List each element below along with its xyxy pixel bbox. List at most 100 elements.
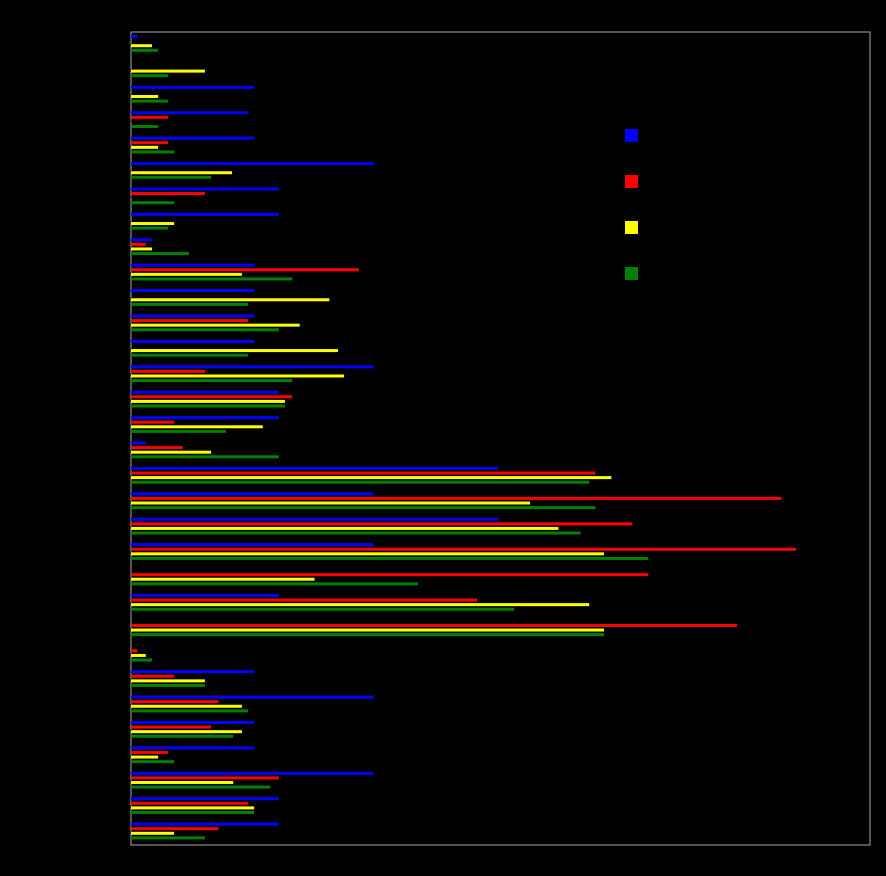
bar bbox=[131, 501, 531, 505]
bar bbox=[131, 695, 374, 699]
plot-frame bbox=[130, 31, 871, 846]
bar bbox=[131, 700, 219, 704]
bar bbox=[131, 552, 604, 556]
bar bbox=[131, 162, 374, 166]
bar bbox=[131, 277, 293, 281]
bar bbox=[131, 577, 315, 581]
bar bbox=[131, 319, 249, 323]
bar bbox=[131, 111, 249, 115]
bar bbox=[131, 369, 205, 373]
bar bbox=[131, 201, 175, 205]
bar bbox=[131, 704, 242, 708]
bar bbox=[131, 192, 205, 196]
bar bbox=[131, 531, 581, 535]
bar bbox=[131, 771, 374, 775]
bar bbox=[131, 150, 175, 154]
bar bbox=[131, 806, 255, 810]
bar bbox=[131, 323, 300, 327]
bar bbox=[131, 242, 146, 246]
legend-swatch bbox=[625, 267, 638, 280]
bar bbox=[131, 720, 255, 724]
bar bbox=[131, 785, 271, 789]
legend-swatch bbox=[625, 129, 638, 142]
bar bbox=[131, 822, 279, 826]
bar bbox=[131, 573, 649, 577]
bar bbox=[131, 175, 212, 179]
bar bbox=[131, 328, 279, 332]
bar bbox=[131, 395, 293, 399]
bar bbox=[131, 649, 138, 653]
bar bbox=[131, 399, 285, 403]
legend-swatch bbox=[625, 221, 638, 234]
bar bbox=[131, 289, 255, 293]
bar bbox=[131, 446, 183, 450]
bar bbox=[131, 222, 175, 226]
bar bbox=[131, 353, 249, 357]
bar bbox=[131, 683, 205, 687]
bar bbox=[131, 339, 255, 343]
bar bbox=[131, 404, 285, 408]
bar bbox=[131, 517, 499, 521]
bar bbox=[131, 522, 633, 526]
bar bbox=[131, 365, 374, 369]
bar bbox=[131, 99, 168, 103]
bar bbox=[131, 709, 249, 713]
bar bbox=[131, 238, 152, 242]
bar bbox=[131, 420, 175, 424]
bar bbox=[131, 734, 234, 738]
bar bbox=[131, 390, 279, 394]
bar bbox=[131, 247, 152, 251]
bar bbox=[131, 379, 293, 383]
bar bbox=[131, 674, 175, 678]
bar bbox=[131, 69, 205, 73]
bar bbox=[131, 441, 146, 445]
bar bbox=[131, 593, 279, 597]
bar bbox=[131, 760, 175, 764]
bar bbox=[131, 836, 205, 840]
bar bbox=[131, 252, 189, 256]
bar bbox=[131, 35, 138, 38]
bar bbox=[131, 95, 159, 99]
bar bbox=[131, 268, 359, 272]
bar bbox=[131, 314, 255, 318]
y-tick bbox=[129, 117, 133, 125]
bar bbox=[131, 429, 226, 433]
bar bbox=[131, 827, 219, 831]
bar bbox=[131, 670, 255, 674]
bar bbox=[131, 582, 418, 586]
bar bbox=[131, 48, 159, 52]
bar bbox=[131, 136, 255, 140]
bar bbox=[131, 776, 279, 780]
bar bbox=[131, 746, 255, 750]
bar bbox=[131, 212, 279, 216]
bar bbox=[131, 44, 152, 48]
bar bbox=[131, 810, 255, 814]
bar bbox=[131, 145, 159, 149]
bar bbox=[131, 298, 330, 302]
bar bbox=[131, 658, 152, 662]
bar bbox=[131, 679, 205, 683]
bar bbox=[131, 302, 249, 306]
bar bbox=[131, 653, 146, 657]
bar bbox=[131, 543, 374, 547]
bar bbox=[131, 450, 212, 454]
bar bbox=[131, 263, 255, 267]
bar bbox=[131, 115, 168, 119]
bar bbox=[131, 607, 515, 611]
bar bbox=[131, 226, 168, 230]
bar bbox=[131, 480, 590, 484]
bar bbox=[131, 797, 279, 801]
bar bbox=[131, 471, 596, 475]
bar bbox=[131, 730, 242, 734]
legend-swatch bbox=[625, 175, 638, 188]
bar bbox=[131, 272, 242, 276]
bar bbox=[131, 547, 797, 551]
bar bbox=[131, 476, 612, 480]
bar bbox=[131, 556, 649, 560]
bar bbox=[131, 455, 279, 459]
bar bbox=[131, 466, 499, 470]
bar bbox=[131, 492, 374, 496]
bar bbox=[131, 526, 559, 530]
